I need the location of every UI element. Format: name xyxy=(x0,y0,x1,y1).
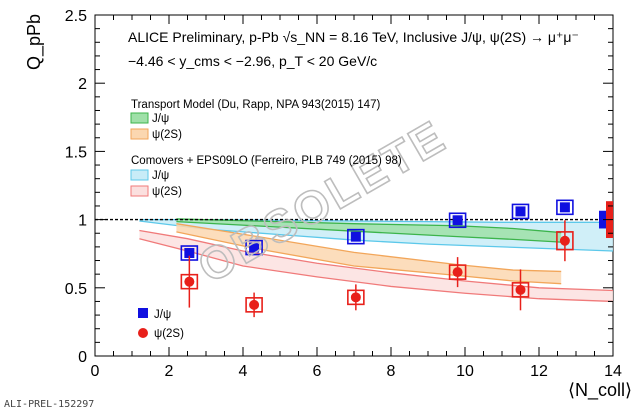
y-tick-label-1.5: 1.5 xyxy=(65,144,87,161)
legend-label-transport-psi2s: ψ(2S) xyxy=(152,129,182,141)
model-band-transport-jpsi xyxy=(176,218,562,243)
sys-box-psi2s-1 xyxy=(245,297,263,313)
sys-box-jpsi-5 xyxy=(556,199,574,216)
global-uncertainty-jpsi xyxy=(599,210,606,229)
x-tick-label-4: 4 xyxy=(239,363,248,380)
data-point-psi2s-4 xyxy=(515,284,526,295)
data-point-psi2s-5 xyxy=(559,235,570,246)
data-point-jpsi-1 xyxy=(249,242,260,253)
legend-group-title-transport: Transport Model (Du, Rapp, NPA 943(2015)… xyxy=(131,99,380,111)
figure-id: ALI-PREL-152297 xyxy=(4,399,94,410)
model-band-edge-low-transport-jpsi xyxy=(176,220,562,243)
data-point-jpsi-5 xyxy=(559,202,570,213)
chart-header-line2: −4.46 < y_cms < −2.96, p_T < 20 GeV/c xyxy=(128,53,377,69)
legend-marker-jpsi xyxy=(138,308,148,318)
legend-label-jpsi: J/ψ xyxy=(154,309,171,321)
y-tick-label-2: 2 xyxy=(78,76,87,93)
legend-label-transport-jpsi: J/ψ xyxy=(152,113,169,125)
data-point-psi2s-0 xyxy=(184,276,195,287)
legend-swatch-transport-jpsi xyxy=(130,112,149,124)
x-tick-label-0: 0 xyxy=(91,363,100,380)
sys-box-psi2s-0 xyxy=(180,273,199,290)
x-tick-label-8: 8 xyxy=(387,363,396,380)
x-tick-label-10: 10 xyxy=(456,363,474,380)
model-band-edge-high-transport-jpsi xyxy=(176,218,562,234)
legend-marker-psi2s xyxy=(138,328,148,338)
data-point-psi2s-2 xyxy=(350,292,361,303)
legend-group-title-comovers: Comovers + EPS09LO (Ferreiro, PLB 749 (2… xyxy=(131,155,402,167)
sys-box-psi2s-4 xyxy=(511,282,530,298)
sys-box-psi2s-5 xyxy=(556,231,574,251)
axis-ticks: 0 2 4 6 8 10 12 14 0 0.5 1 1.5 2 2.5 xyxy=(65,8,622,380)
sys-box-psi2s-3 xyxy=(448,264,467,280)
data-point-jpsi-3 xyxy=(452,215,463,226)
data-points xyxy=(180,199,574,318)
legend-label-comovers-jpsi: J/ψ xyxy=(152,170,169,182)
chart-header-line1: ALICE Preliminary, p-Pb √s_NN = 8.16 TeV… xyxy=(128,29,579,45)
sys-box-jpsi-2 xyxy=(347,228,365,245)
sys-box-jpsi-1 xyxy=(245,239,263,256)
x-tick-label-6: 6 xyxy=(313,363,322,380)
model-band-edge-high-comovers-psi2s xyxy=(139,229,614,292)
sys-box-jpsi-4 xyxy=(511,203,530,220)
x-tick-label-14: 14 xyxy=(604,363,622,380)
data-point-psi2s-3 xyxy=(452,267,463,278)
x-axis-label: ⟨N_coll⟩ xyxy=(568,380,632,401)
data-point-jpsi-2 xyxy=(350,231,361,242)
legend-label-comovers-psi2s: ψ(2S) xyxy=(152,186,182,198)
y-tick-label-2.5: 2.5 xyxy=(65,8,87,25)
sys-box-psi2s-2 xyxy=(347,289,365,306)
legend-label-psi2s: ψ(2S) xyxy=(154,328,184,340)
sys-box-jpsi-3 xyxy=(448,212,467,229)
y-tick-label-0.5: 0.5 xyxy=(65,281,87,298)
x-tick-label-12: 12 xyxy=(530,363,548,380)
legend-swatch-comovers-jpsi xyxy=(130,169,149,181)
y-axis-label: Q_pPb xyxy=(24,14,45,70)
data-point-jpsi-0 xyxy=(184,248,195,259)
legend-swatch-comovers-psi2s xyxy=(130,185,149,197)
legend-swatch-transport-psi2s xyxy=(130,128,149,140)
data-point-psi2s-1 xyxy=(249,299,260,310)
y-tick-label-1: 1 xyxy=(78,213,87,230)
x-tick-label-2: 2 xyxy=(165,363,174,380)
y-tick-label-0: 0 xyxy=(78,349,87,366)
data-point-jpsi-4 xyxy=(515,206,526,217)
